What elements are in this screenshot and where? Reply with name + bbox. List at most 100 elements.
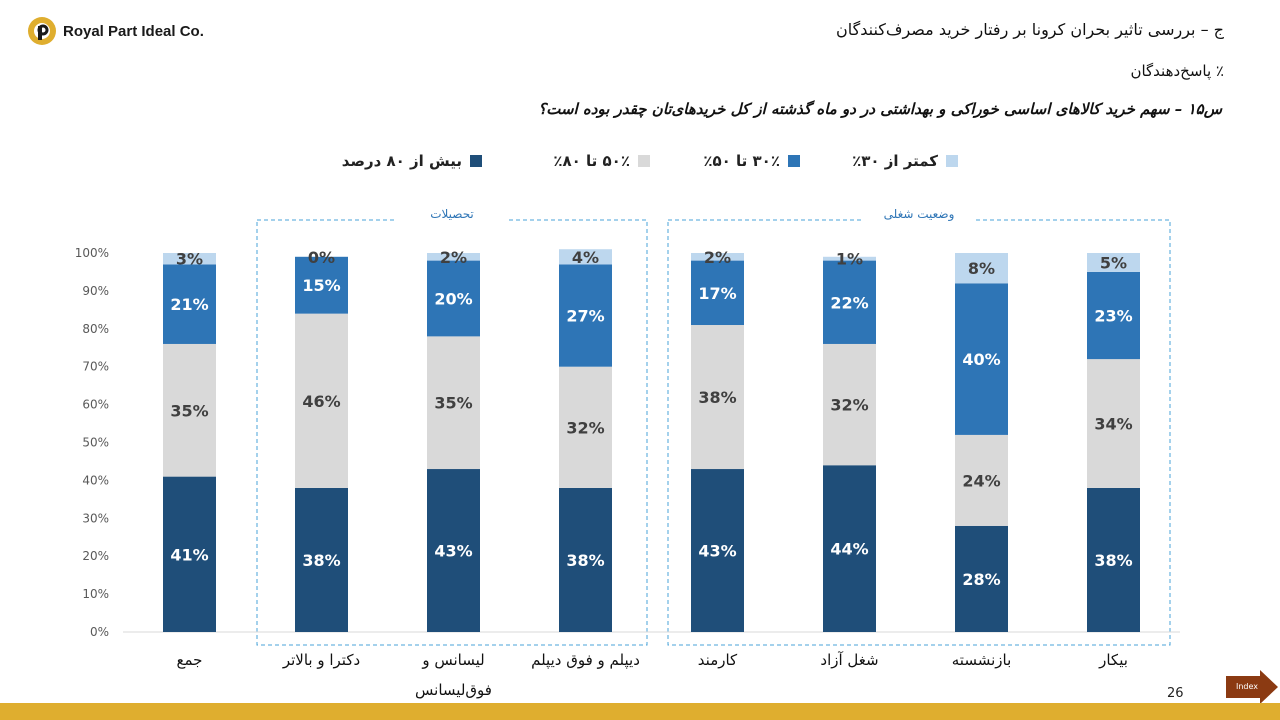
bar-segment — [691, 260, 744, 326]
x-category-label: دیپلم و فوق دیپلم — [531, 651, 640, 670]
group-label: تحصیلات — [430, 207, 474, 221]
data-label: 34% — [1094, 415, 1132, 434]
logo-icon — [28, 17, 56, 45]
bar-segment — [295, 313, 348, 488]
y-tick-label: 80% — [82, 322, 109, 336]
data-label: 44% — [830, 540, 868, 559]
data-label: 27% — [566, 307, 604, 326]
data-label: 41% — [170, 545, 208, 564]
data-label: 5% — [1100, 253, 1127, 272]
bar-segment — [955, 525, 1008, 632]
bar-segment — [691, 253, 744, 261]
x-category-label-line: لیسانس و — [421, 651, 484, 669]
bar-segment — [955, 253, 1008, 284]
bar-segment — [955, 283, 1008, 435]
y-tick-label: 10% — [82, 587, 109, 601]
bar-segment — [559, 366, 612, 488]
x-category-label: دکترا و بالاتر — [282, 651, 360, 669]
data-label: 32% — [830, 396, 868, 415]
bar-segment — [295, 487, 348, 632]
page-title: ج – بررسی تاثیر بحران کرونا بر رفتار خری… — [835, 20, 1224, 39]
legend-swatch — [946, 155, 958, 167]
data-label: 17% — [698, 284, 736, 303]
x-category-label: جمع — [177, 651, 203, 669]
bar-segment — [1087, 271, 1140, 360]
x-category-label-line: فوق‌لیسانس — [415, 681, 492, 699]
data-label: 43% — [698, 542, 736, 561]
data-label: 21% — [170, 295, 208, 314]
y-tick-label: 30% — [82, 511, 109, 525]
data-label: 2% — [704, 248, 731, 267]
y-tick-label: 60% — [82, 398, 109, 412]
group-label-background — [397, 210, 507, 228]
data-label: 35% — [434, 394, 472, 413]
legend-item-under-30: کمتر از ۳۰٪ — [852, 152, 958, 170]
legend-item-30-50: ۳۰٪ تا ۵۰٪ — [703, 152, 800, 170]
x-category-label-line: بیکار — [1098, 651, 1128, 669]
bar-segment — [427, 260, 480, 337]
bar-segment — [163, 253, 216, 265]
bar-segment — [691, 325, 744, 470]
y-tick-label: 100% — [75, 246, 109, 260]
bar-segment — [559, 264, 612, 367]
legend-item-over-80: بیش از ۸۰ درصد — [342, 152, 482, 170]
data-label: 38% — [302, 551, 340, 570]
legend-label: بیش از ۸۰ درصد — [341, 152, 462, 170]
company-name: Royal Part Ideal Co. — [63, 22, 204, 40]
data-label: 3% — [176, 250, 203, 269]
data-label: 38% — [698, 388, 736, 407]
data-label: 8% — [968, 259, 995, 278]
company-logo: Royal Part Ideal Co. — [27, 16, 204, 46]
bar-segment — [559, 487, 612, 632]
legend-label: ۳۰٪ تا ۵۰٪ — [703, 152, 780, 170]
x-category-label: بیکار — [1098, 651, 1128, 669]
y-tick-label: 50% — [82, 436, 109, 450]
bar-segment — [427, 253, 480, 261]
data-label: 4% — [572, 248, 599, 267]
data-label: 20% — [434, 289, 472, 308]
bar-segment — [427, 469, 480, 632]
group-frame — [667, 219, 1171, 646]
legend-label: ۵۰٪ تا ۸۰٪ — [553, 152, 630, 170]
bar-segment — [163, 343, 216, 477]
bar-segment — [691, 469, 744, 632]
data-label: 15% — [302, 276, 340, 295]
x-category-label: شغل آزاد — [820, 651, 878, 669]
x-category-label: بازنشسته — [952, 651, 1012, 669]
group-label: وضعیت شغلی — [884, 207, 955, 222]
y-tick-label: 20% — [82, 549, 109, 563]
x-category-label-line: کارمند — [698, 651, 738, 669]
legend-swatch — [788, 155, 800, 167]
data-label: 23% — [1094, 307, 1132, 326]
data-label: 1% — [836, 250, 863, 269]
legend-label: کمتر از ۳۰٪ — [852, 152, 938, 170]
bar-segment — [295, 256, 348, 314]
index-button[interactable]: Index — [1226, 670, 1278, 704]
x-category-label-line: دیپلم و فوق دیپلم — [531, 651, 640, 670]
bar-segment — [823, 465, 876, 632]
group-frame — [256, 219, 648, 646]
chart-legend: بیش از ۸۰ درصد ۵۰٪ تا ۸۰٪ ۳۰٪ تا ۵۰٪ کمت… — [0, 152, 1280, 176]
group-label-background — [864, 210, 974, 228]
bar-segment — [163, 476, 216, 632]
x-category-label: کارمند — [698, 651, 738, 669]
data-label: 32% — [566, 418, 604, 437]
data-label: 0% — [308, 248, 335, 267]
bar-segment — [1087, 359, 1140, 488]
footer-bar — [0, 703, 1280, 720]
data-label: 43% — [434, 542, 472, 561]
bar-segment — [427, 336, 480, 470]
data-label: 24% — [962, 471, 1000, 490]
bar-segment — [823, 260, 876, 344]
x-category-label-line: شغل آزاد — [820, 651, 878, 669]
bar-segment — [823, 256, 876, 261]
index-label: Index — [1235, 682, 1259, 691]
data-label: 35% — [170, 401, 208, 420]
legend-swatch — [470, 155, 482, 167]
survey-question: س۱۵ – سهم خرید کالاهای اساسی خوراکی و به… — [538, 100, 1222, 118]
stacked-bar-chart: تحصیلات وضعیت شغلی 0% 10% 20% 30% 40% 50% 60% 70%… — [75, 207, 1180, 699]
legend-swatch — [638, 155, 650, 167]
bar-segment — [559, 249, 612, 265]
data-label: 46% — [302, 392, 340, 411]
x-category-label: لیسانس و فوق‌لیسانس — [415, 651, 492, 699]
